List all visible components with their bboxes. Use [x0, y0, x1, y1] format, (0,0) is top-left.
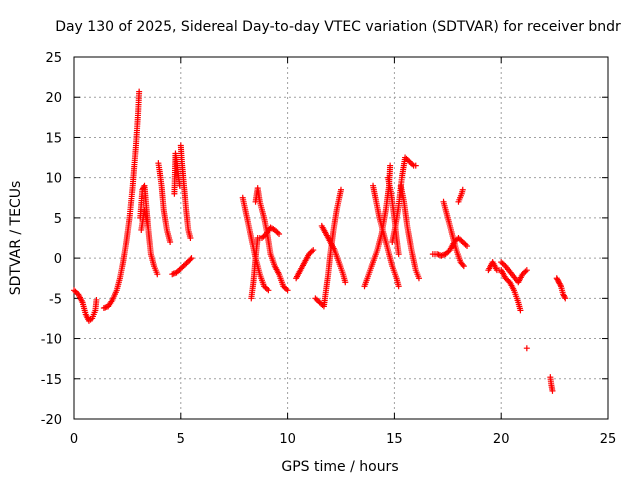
data-point — [395, 283, 402, 290]
data-point — [523, 345, 530, 352]
tick-labels: 0 5 10 15 20 25 -20 -15 -10 -5 0 5 10 15 20 25 — [41, 51, 617, 447]
data-point — [265, 287, 272, 294]
data-point — [140, 184, 147, 191]
y-tick-label: -15 — [41, 373, 62, 388]
data-point — [460, 263, 467, 270]
data-point — [93, 296, 100, 303]
x-tick-label: 0 — [70, 432, 78, 447]
data-point — [395, 251, 402, 258]
x-axis-label: GPS time / hours — [281, 459, 398, 475]
data-point — [557, 281, 564, 288]
data-point — [464, 243, 471, 250]
y-tick-label: -10 — [41, 333, 62, 348]
data-point — [561, 293, 568, 300]
data-point — [187, 256, 194, 263]
data-point — [187, 235, 194, 241]
data-point — [387, 162, 394, 169]
data-point — [459, 186, 466, 193]
y-tick-label: 0 — [54, 252, 62, 267]
data-points — [71, 88, 569, 394]
data-point — [415, 275, 422, 282]
x-tick-label: 20 — [493, 432, 510, 447]
data-point — [167, 239, 174, 246]
y-axis-label: SDTVAR / TECUs — [8, 181, 24, 296]
chart-title: Day 130 of 2025, Sidereal Day-to-day VTE… — [55, 19, 621, 35]
data-point — [276, 230, 283, 237]
data-point — [188, 255, 195, 262]
data-point — [549, 387, 556, 394]
data-point — [338, 186, 344, 193]
data-point — [136, 88, 143, 95]
data-point — [523, 267, 530, 274]
y-tick-label: 10 — [45, 172, 62, 187]
axis-ticks — [73, 56, 609, 420]
data-point — [284, 287, 291, 294]
data-point — [412, 162, 419, 169]
data-point — [342, 279, 349, 286]
y-tick-label: 15 — [45, 131, 62, 146]
x-tick-label: 25 — [600, 432, 617, 447]
y-tick-label: 20 — [45, 91, 62, 106]
data-point — [144, 222, 151, 229]
data-point — [562, 295, 569, 302]
data-point — [310, 247, 317, 254]
data-point — [517, 307, 524, 314]
data-point — [154, 271, 161, 278]
y-tick-label: -20 — [41, 413, 62, 428]
x-tick-label: 15 — [386, 432, 403, 447]
y-tick-label: 5 — [54, 212, 62, 227]
data-point — [459, 261, 466, 268]
y-tick-label: 25 — [45, 51, 62, 66]
x-tick-label: 5 — [177, 432, 185, 447]
x-tick-label: 10 — [279, 432, 296, 447]
y-tick-label: -5 — [49, 292, 62, 307]
plot-frame — [73, 56, 609, 420]
grid — [74, 57, 608, 419]
